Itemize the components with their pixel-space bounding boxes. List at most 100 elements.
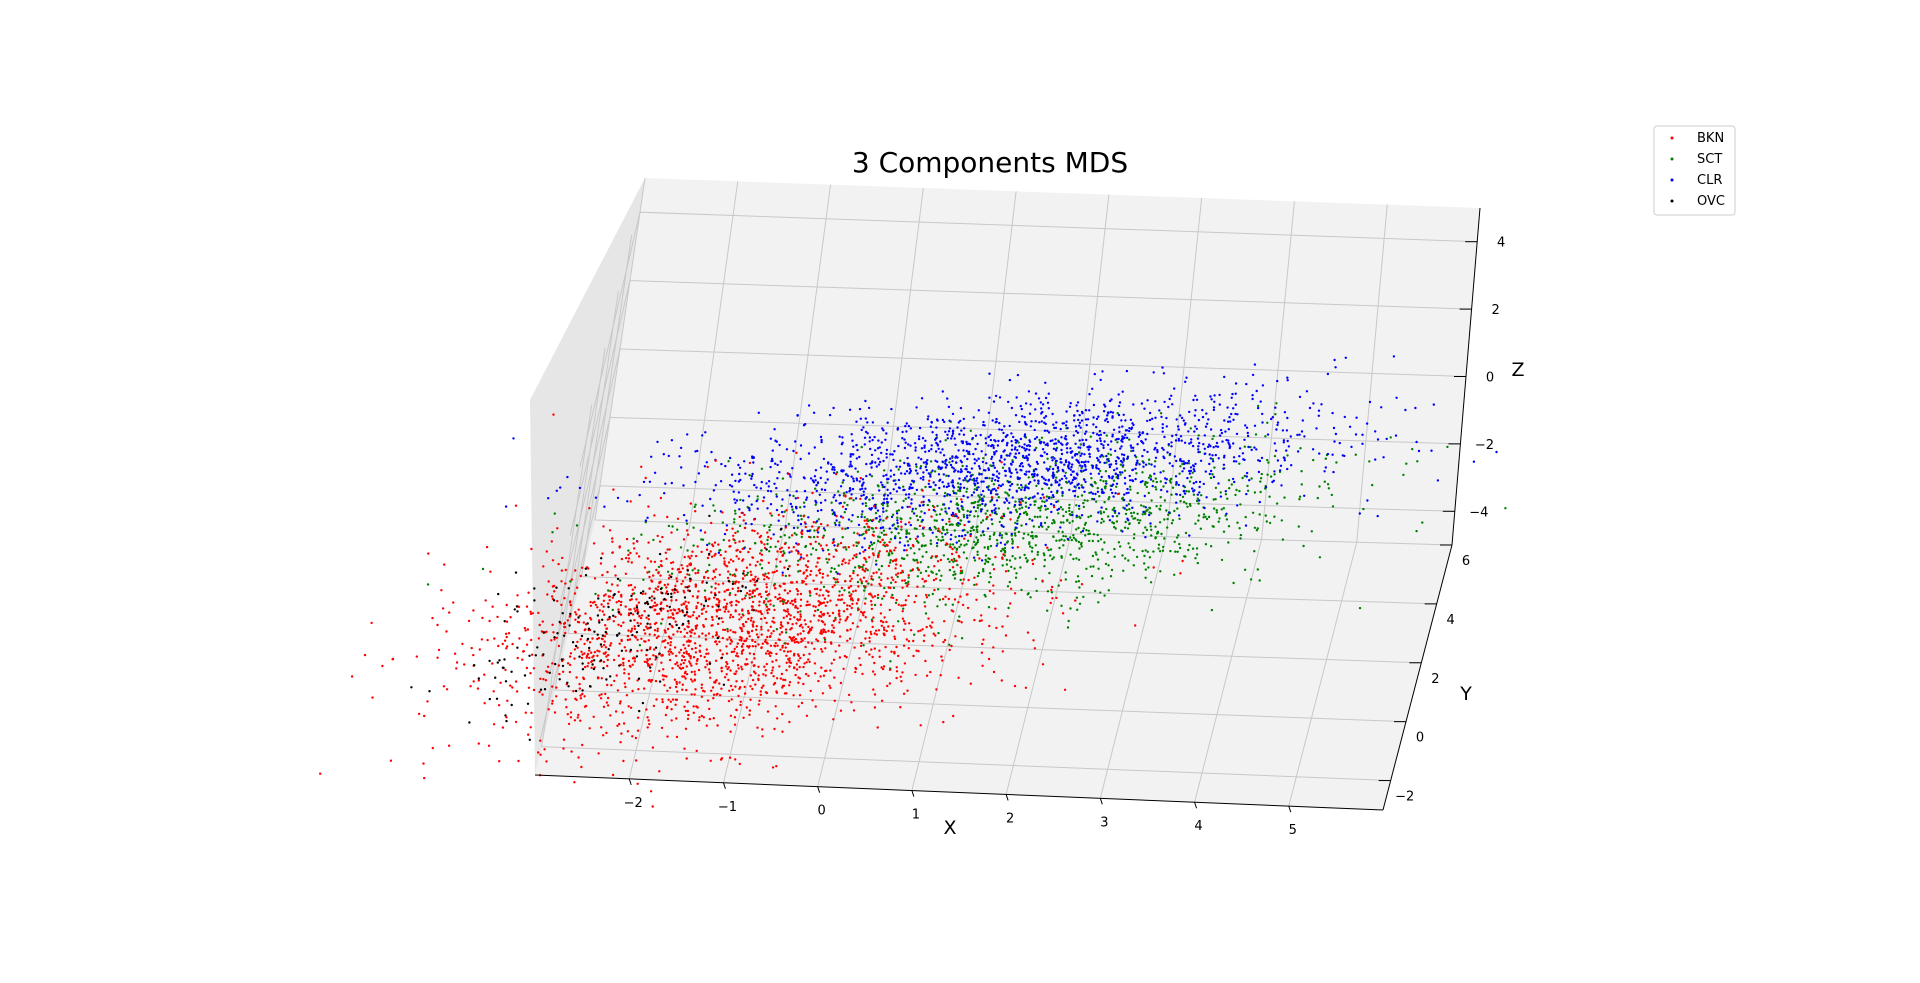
data-point (795, 451, 798, 454)
data-point (576, 716, 579, 719)
data-point (578, 614, 581, 617)
data-point (1212, 507, 1216, 510)
data-point (864, 637, 867, 640)
data-point (785, 692, 788, 695)
data-point (1111, 515, 1115, 518)
data-point (503, 639, 507, 642)
data-point (1002, 514, 1006, 518)
data-point (1222, 507, 1226, 510)
data-point (1128, 427, 1131, 430)
data-point (785, 669, 788, 672)
data-point (863, 443, 866, 446)
data-point (1024, 505, 1028, 508)
data-point (812, 535, 816, 539)
data-point (701, 689, 705, 692)
data-point (1179, 459, 1182, 462)
data-point (1067, 480, 1071, 483)
data-point (747, 550, 750, 554)
data-point (781, 574, 784, 577)
data-point (1245, 475, 1249, 478)
data-point (893, 450, 896, 453)
data-point (1272, 479, 1276, 482)
data-point (750, 503, 753, 506)
data-point (1125, 369, 1129, 373)
data-point (670, 481, 673, 485)
data-point (1058, 539, 1061, 542)
data-point (958, 556, 961, 559)
data-point (876, 509, 880, 512)
data-point (725, 660, 728, 664)
data-point (1113, 525, 1116, 529)
data-point (1089, 491, 1093, 494)
data-point (1130, 511, 1133, 515)
data-point (823, 638, 827, 641)
data-point (785, 615, 788, 618)
data-point (775, 558, 778, 561)
data-point (683, 555, 686, 559)
data-point (967, 479, 970, 482)
data-point (1253, 363, 1257, 366)
data-point (1147, 458, 1151, 461)
data-point (944, 510, 947, 513)
data-point (975, 479, 978, 482)
data-point (700, 714, 704, 718)
data-point (1036, 474, 1039, 477)
data-point (764, 572, 767, 575)
data-point (961, 603, 965, 607)
data-point (721, 521, 724, 524)
data-point (624, 649, 628, 652)
data-point (775, 493, 778, 496)
data-point (748, 507, 751, 510)
data-point (922, 534, 925, 537)
data-point (1056, 489, 1059, 493)
data-point (808, 660, 811, 664)
data-point (1117, 413, 1121, 417)
data-point (863, 589, 866, 592)
data-point (757, 411, 760, 414)
data-point (769, 654, 772, 658)
data-point (935, 688, 938, 691)
data-point (1417, 449, 1421, 453)
data-point (680, 564, 683, 567)
data-point (623, 668, 626, 671)
data-point (998, 534, 1001, 537)
data-point (985, 516, 989, 519)
data-point (922, 478, 925, 481)
data-point (631, 689, 634, 693)
data-point (319, 772, 322, 775)
data-point (705, 461, 708, 464)
data-point (1069, 536, 1072, 539)
data-point (1238, 455, 1241, 458)
data-point (833, 521, 837, 525)
data-point (983, 546, 986, 549)
data-point (843, 589, 846, 592)
data-point (876, 447, 880, 450)
data-point (1222, 456, 1226, 459)
data-point (944, 459, 947, 463)
data-point (781, 498, 784, 501)
data-point (674, 662, 677, 666)
data-point (1148, 474, 1152, 477)
data-point (1042, 441, 1046, 444)
data-point (1166, 526, 1169, 529)
data-point (939, 539, 943, 542)
data-point (838, 635, 842, 638)
data-point (1008, 378, 1012, 382)
data-point (870, 453, 874, 457)
data-point (525, 666, 529, 670)
data-point (822, 585, 826, 589)
data-point (712, 717, 715, 720)
data-point (862, 493, 865, 497)
data-point (1084, 409, 1088, 412)
data-point (645, 625, 648, 628)
data-point (916, 535, 919, 538)
data-point (555, 686, 558, 689)
data-point (477, 679, 480, 682)
data-point (1188, 480, 1192, 483)
data-point (878, 489, 881, 492)
data-point (987, 606, 991, 609)
data-point (1019, 501, 1022, 504)
data-point (1095, 553, 1098, 556)
data-point (557, 562, 560, 566)
data-point (751, 638, 754, 642)
